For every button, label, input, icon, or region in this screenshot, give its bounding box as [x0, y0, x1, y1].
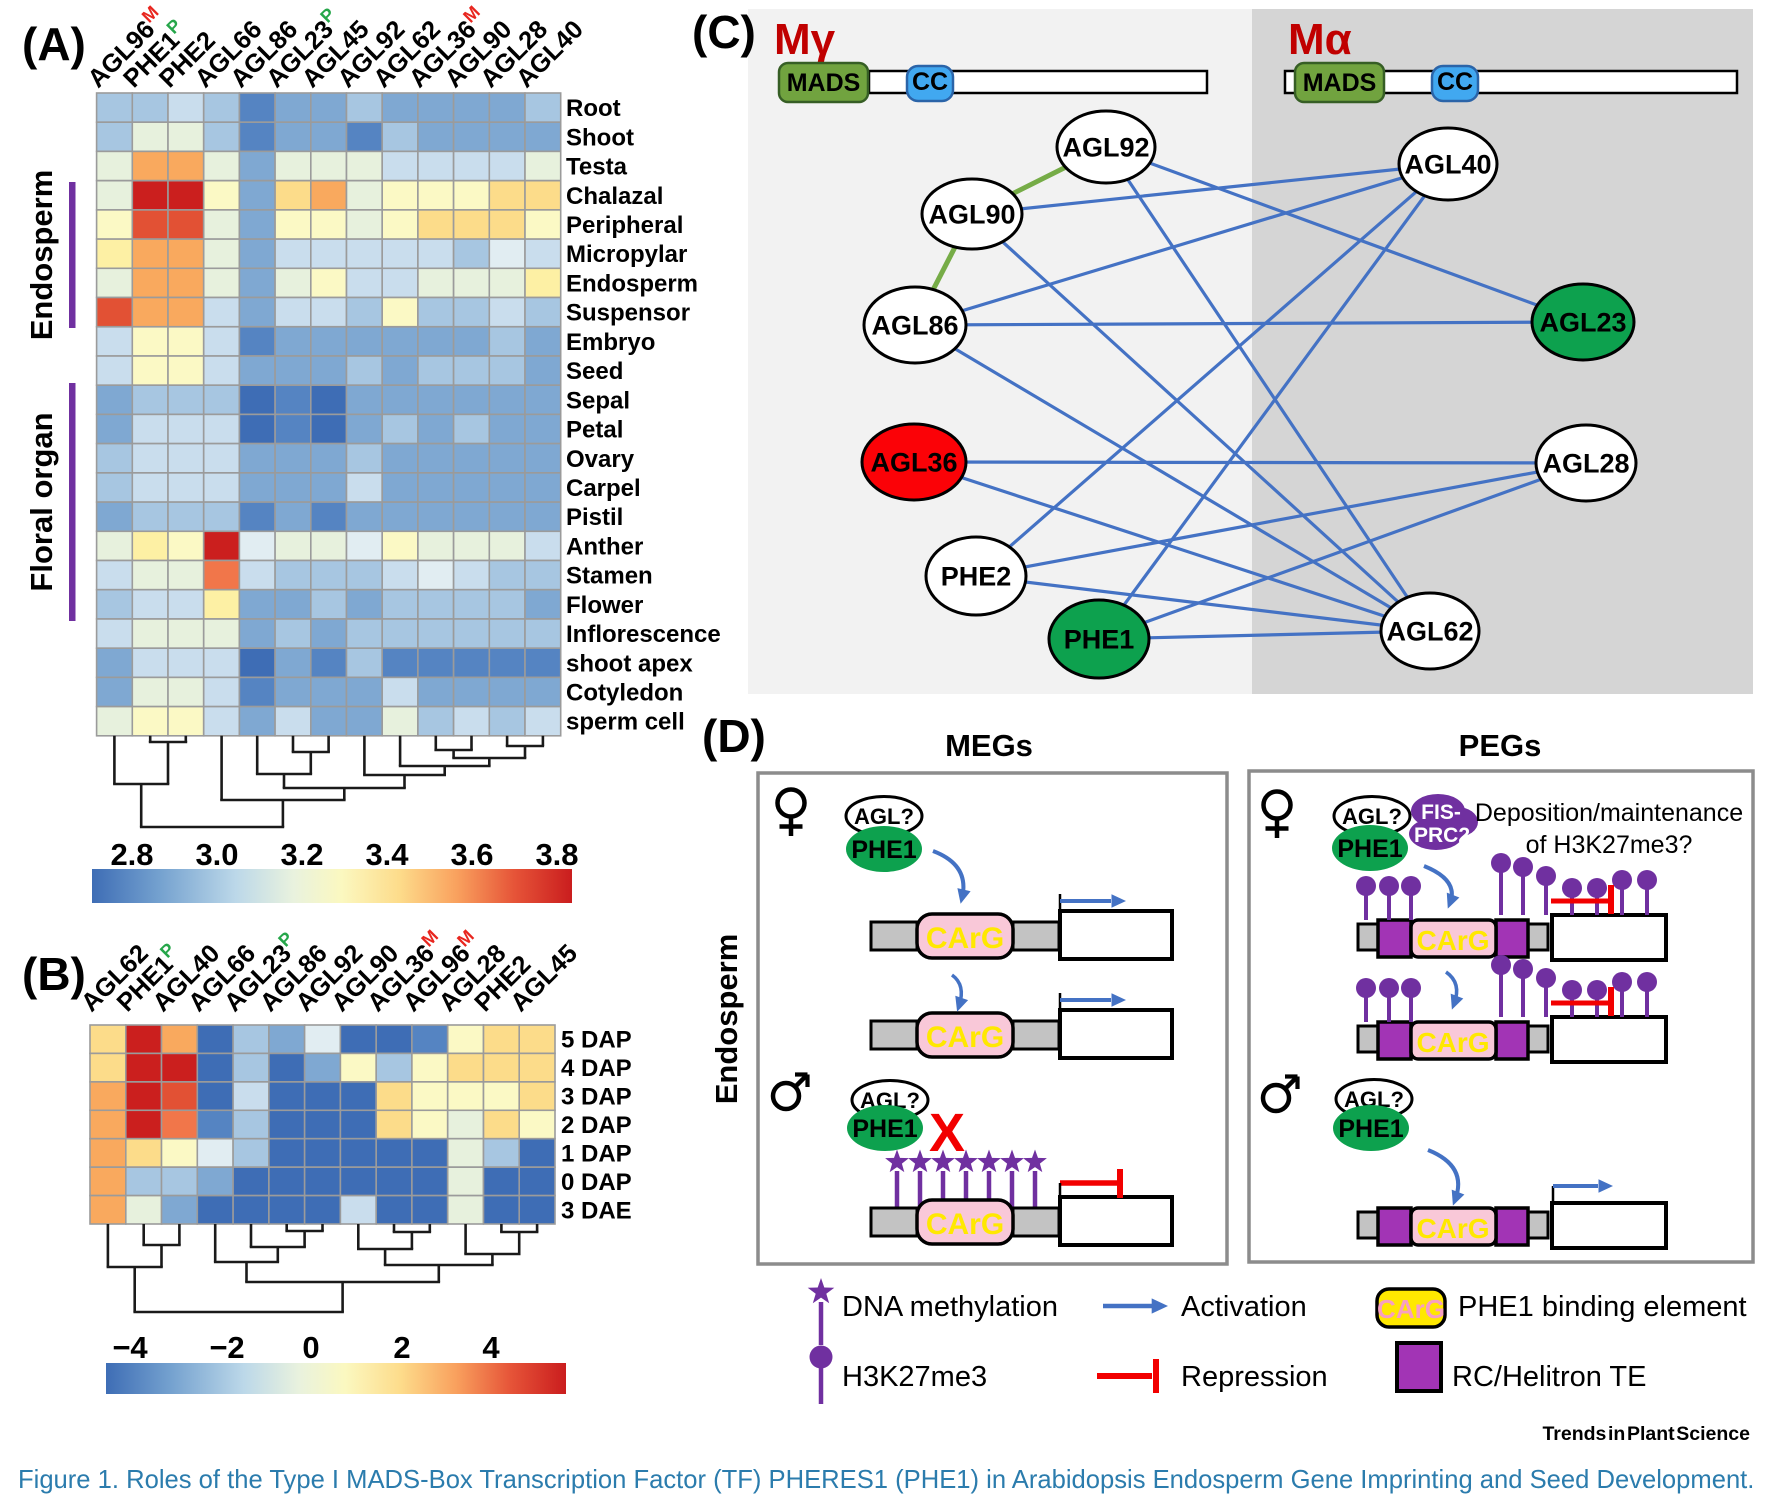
svg-text:PHE1: PHE1 [852, 1115, 917, 1143]
svg-text:−2: −2 [209, 1330, 244, 1365]
svg-text:AGL36: AGL36 [870, 448, 957, 478]
svg-text:2 DAP: 2 DAP [561, 1112, 632, 1139]
svg-text:CArG: CArG [1377, 1294, 1445, 1324]
svg-text:Repression: Repression [1181, 1361, 1328, 1393]
svg-text:MADS: MADS [787, 69, 861, 97]
svg-text:AGL?: AGL? [854, 804, 914, 829]
svg-text:DNA methylation: DNA methylation [842, 1291, 1058, 1323]
svg-text:(A): (A) [22, 18, 86, 70]
svg-text:of H3K27me3?: of H3K27me3? [1526, 831, 1693, 859]
svg-text:CArG: CArG [926, 922, 1004, 955]
svg-text:4: 4 [482, 1330, 500, 1365]
svg-text:3 DAE: 3 DAE [561, 1197, 632, 1224]
svg-text:AGL62: AGL62 [1386, 617, 1473, 647]
svg-text:3.6: 3.6 [450, 837, 493, 872]
svg-text:CArG: CArG [1416, 1213, 1489, 1244]
svg-text:PHE2: PHE2 [941, 562, 1012, 592]
svg-text:PHE1: PHE1 [851, 836, 916, 864]
svg-text:Seed: Seed [566, 358, 623, 385]
svg-text:CC: CC [912, 68, 948, 96]
svg-text:Peripheral: Peripheral [566, 212, 683, 239]
svg-text:3.2: 3.2 [280, 837, 323, 872]
svg-text:PHE1 binding element: PHE1 binding element [1458, 1291, 1747, 1323]
svg-text:PHE1: PHE1 [1337, 835, 1402, 863]
svg-text:Endosperm: Endosperm [24, 170, 59, 341]
svg-text:Root: Root [566, 95, 621, 122]
svg-text:Mα: Mα [1288, 15, 1352, 64]
svg-text:PEGs: PEGs [1459, 728, 1542, 763]
svg-text:Carpel: Carpel [566, 475, 641, 502]
svg-text:CArG: CArG [1416, 1027, 1489, 1058]
svg-text:PRC2: PRC2 [1414, 824, 1470, 847]
svg-text:Testa: Testa [566, 154, 628, 181]
svg-text:AGL92: AGL92 [1062, 133, 1149, 163]
svg-text:Micropylar: Micropylar [566, 241, 687, 268]
svg-text:CArG: CArG [926, 1021, 1004, 1054]
svg-text:Suspensor: Suspensor [566, 300, 690, 327]
svg-text:3.8: 3.8 [535, 837, 578, 872]
svg-text:(B): (B) [22, 948, 86, 1000]
svg-text:AGL28: AGL28 [1542, 449, 1629, 479]
svg-text:Figure 1. Roles of the Type I: Figure 1. Roles of the Type I MADS-Box T… [18, 1466, 1754, 1494]
svg-text:Cotyledon: Cotyledon [566, 680, 683, 707]
svg-text:Deposition/maintenance: Deposition/maintenance [1475, 799, 1743, 827]
svg-text:H3K27me3: H3K27me3 [842, 1361, 987, 1393]
svg-text:RC/Helitron TE: RC/Helitron TE [1452, 1361, 1646, 1393]
svg-text:(C): (C) [692, 6, 756, 58]
svg-text:−4: −4 [112, 1330, 148, 1365]
svg-text:Pistil: Pistil [566, 504, 623, 531]
svg-text:CArG: CArG [926, 1208, 1004, 1241]
svg-text:Floral organ: Floral organ [24, 412, 59, 591]
svg-text:1 DAP: 1 DAP [561, 1140, 632, 1167]
svg-text:Ovary: Ovary [566, 446, 635, 473]
svg-text:Chalazal: Chalazal [566, 183, 663, 210]
svg-text:3.4: 3.4 [365, 837, 409, 872]
svg-text:3 DAP: 3 DAP [561, 1084, 632, 1111]
svg-text:Endosperm: Endosperm [566, 270, 698, 297]
svg-text:PHE1: PHE1 [1338, 1115, 1403, 1143]
svg-text:AGL86: AGL86 [871, 311, 958, 341]
svg-text:5 DAP: 5 DAP [561, 1027, 632, 1054]
svg-text:Sepal: Sepal [566, 387, 630, 414]
svg-text:X: X [929, 1103, 965, 1163]
svg-text:AGL40: AGL40 [1404, 150, 1491, 180]
svg-text:2: 2 [393, 1330, 410, 1365]
svg-text:3.0: 3.0 [195, 837, 238, 872]
svg-text:FIS-: FIS- [1421, 801, 1461, 824]
svg-text:Embryo: Embryo [566, 329, 655, 356]
svg-text:Mγ: Mγ [774, 15, 836, 64]
svg-text:AGL90: AGL90 [928, 200, 1015, 230]
svg-text:AGL23: AGL23 [1539, 308, 1626, 338]
svg-text:0: 0 [302, 1330, 319, 1365]
svg-text:shoot apex: shoot apex [566, 650, 693, 677]
svg-text:MEGs: MEGs [945, 728, 1033, 763]
svg-text:CArG: CArG [1416, 925, 1489, 956]
svg-text:Shoot: Shoot [566, 124, 634, 151]
svg-text:CC: CC [1437, 68, 1473, 96]
svg-text:Petal: Petal [566, 417, 623, 444]
svg-text:MADS: MADS [1303, 69, 1377, 97]
svg-text:Activation: Activation [1181, 1291, 1307, 1323]
svg-text:2.8: 2.8 [110, 837, 153, 872]
svg-text:Trends in Plant Science: Trends in Plant Science [1542, 1423, 1750, 1445]
svg-text:sperm cell: sperm cell [566, 709, 685, 736]
svg-text:4 DAP: 4 DAP [561, 1055, 632, 1082]
svg-text:0 DAP: 0 DAP [561, 1169, 632, 1196]
svg-text:Endosperm: Endosperm [709, 934, 744, 1105]
svg-text:Anther: Anther [566, 533, 643, 560]
svg-text:Flower: Flower [566, 592, 643, 619]
svg-text:Stamen: Stamen [566, 563, 653, 590]
svg-text:PHE1: PHE1 [1064, 625, 1135, 655]
svg-text:(D): (D) [702, 710, 766, 762]
svg-text:Inflorescence: Inflorescence [566, 621, 721, 648]
svg-text:AGL?: AGL? [1342, 804, 1402, 829]
